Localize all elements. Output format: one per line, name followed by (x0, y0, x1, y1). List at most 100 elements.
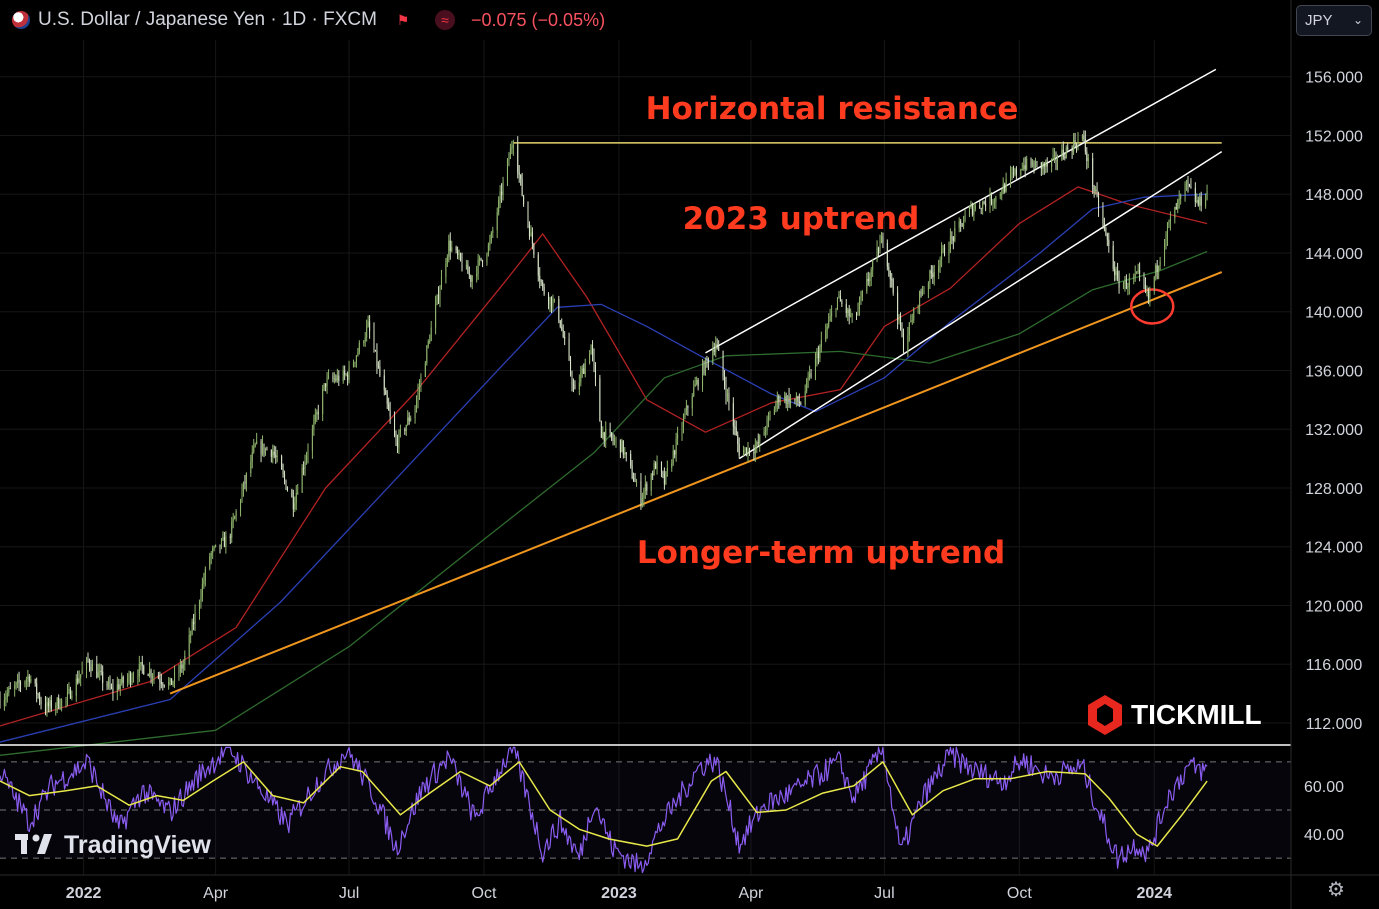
candle-body (99, 670, 101, 672)
candle-body (867, 278, 869, 282)
candle-body (6, 693, 8, 698)
candle-body (369, 321, 371, 331)
time-tick-label: Jul (874, 885, 894, 902)
candle-body (449, 240, 451, 251)
candle-body (1125, 279, 1127, 289)
candle-body (100, 670, 102, 672)
price-tick-label: 132.000 (1305, 422, 1363, 439)
candle-body (543, 287, 545, 295)
candle-body (828, 321, 830, 327)
candle-body (939, 259, 941, 267)
candle-body (880, 236, 882, 243)
candle-body (816, 353, 818, 358)
us-flag-icon (12, 11, 30, 29)
candle-body (552, 300, 554, 307)
candle-body (643, 491, 645, 499)
flag-marker-icon[interactable]: ⚑ (396, 12, 410, 28)
candle-body (71, 695, 73, 699)
candle-body (983, 202, 985, 204)
candle-body (674, 450, 676, 455)
candle-body (347, 374, 349, 380)
candle-body (14, 685, 16, 689)
candle-body (306, 455, 308, 463)
candle-body (930, 270, 932, 274)
candle-body (395, 435, 397, 443)
candle-body (693, 386, 695, 397)
approx-icon[interactable]: ≈ (434, 10, 455, 30)
candle-body (37, 694, 39, 696)
candle-body (263, 443, 265, 454)
candle-body (958, 221, 960, 229)
candle-body (1205, 199, 1207, 206)
symbol-title[interactable]: U.S. Dollar / Japanese Yen · 1D · FXCM (38, 9, 377, 30)
candle-body (625, 452, 627, 455)
candle-body (1143, 273, 1145, 285)
candle-body (1032, 163, 1034, 166)
candle-body (602, 432, 604, 438)
candle-body (911, 320, 913, 322)
candle-body (1105, 228, 1107, 235)
candle-body (121, 676, 123, 684)
candle-body (675, 438, 677, 455)
candle-body (773, 408, 775, 415)
candle-body (592, 345, 594, 355)
candle-body (580, 373, 582, 383)
candle-body (8, 688, 10, 694)
candle-body (784, 396, 786, 401)
candle-body (633, 478, 635, 482)
candle-body (1180, 194, 1182, 199)
candle-body (605, 429, 607, 441)
candle-body (198, 601, 200, 613)
candle-body (297, 492, 299, 494)
candle-body (157, 675, 159, 679)
candle-body (550, 297, 552, 307)
candle-body (150, 670, 152, 678)
candle-body (39, 695, 41, 702)
candle-body (564, 336, 566, 339)
candle-body (256, 441, 258, 444)
annotation-2023-uptrend: 2023 uptrend (683, 201, 920, 237)
candle-body (542, 282, 544, 288)
candle-body (872, 260, 874, 270)
candle-body (223, 537, 225, 548)
candle-body (470, 275, 472, 282)
candle-body (897, 292, 899, 321)
candle-body (838, 295, 840, 298)
candle-body (826, 326, 828, 331)
candle-body (242, 481, 244, 491)
candle-body (1043, 163, 1045, 167)
candle-body (870, 269, 872, 279)
settings-gear-icon[interactable]: ⚙ (1327, 879, 1345, 901)
candle-body (898, 315, 900, 321)
time-tick-label: Apr (203, 885, 229, 902)
candle-body (775, 403, 777, 409)
candle-body (677, 434, 679, 439)
candle-body (615, 439, 617, 441)
candle-body (672, 450, 674, 464)
candle-body (184, 655, 186, 665)
candle-body (301, 467, 303, 493)
candle-body (438, 294, 440, 300)
price-tick-label: 124.000 (1305, 540, 1363, 557)
candle-body (270, 450, 272, 457)
candle-body (561, 326, 563, 330)
candle-body (367, 321, 369, 327)
candle-body (713, 349, 715, 352)
candle-body (685, 406, 687, 414)
candle-body (1118, 277, 1120, 288)
candle-body (942, 247, 944, 250)
candle-body (313, 421, 315, 430)
candle-body (15, 682, 17, 686)
candle-body (891, 279, 893, 281)
candle-body (1001, 193, 1003, 195)
candle-body (537, 254, 539, 276)
candle-body (1108, 239, 1110, 246)
candle-body (766, 418, 768, 431)
candle-body (790, 398, 792, 405)
candle-body (272, 451, 274, 457)
price-tick-label: 116.000 (1306, 657, 1363, 674)
candle-body (584, 362, 586, 374)
currency-select[interactable]: JPY ⌄ (1296, 5, 1372, 36)
